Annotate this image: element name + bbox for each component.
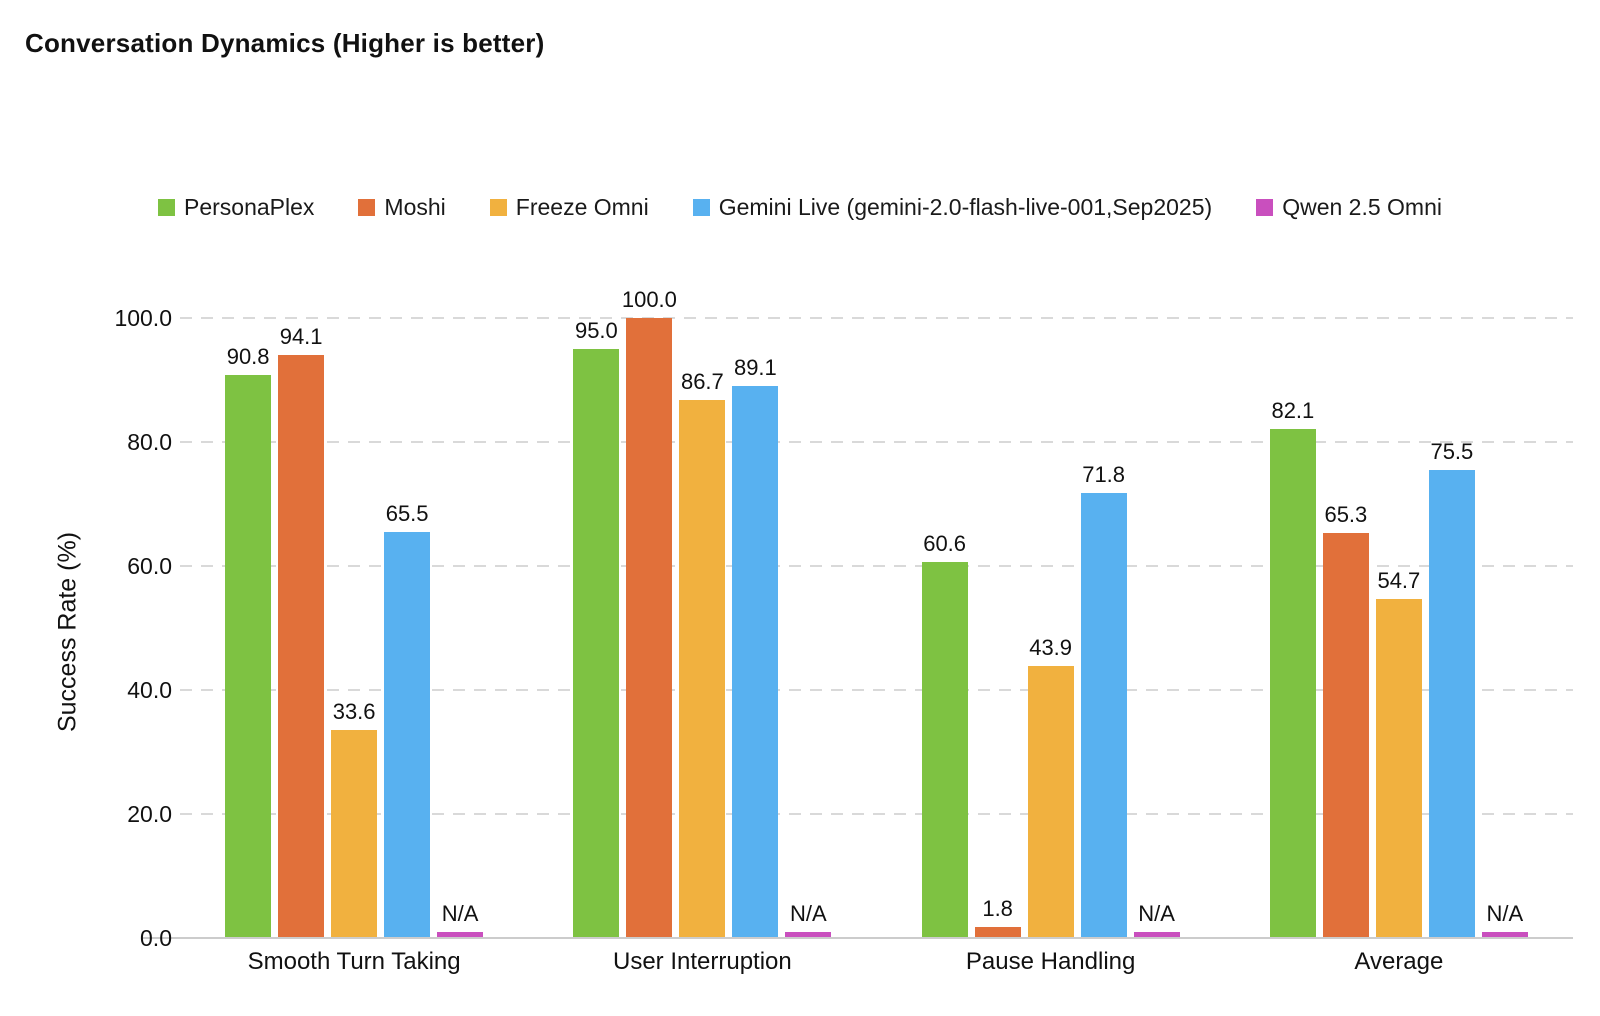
x-category-label-user-interruption: User Interruption bbox=[613, 948, 792, 975]
bar-value-label: 65.5 bbox=[385, 501, 429, 526]
legend-swatch-icon bbox=[489, 199, 507, 216]
plot-area: 90.8 94.1 33.6 65.5 N/A 95.0 100.0 86.7 89.1 N/A 6… bbox=[180, 287, 1573, 938]
bar-value-label: N/A bbox=[1138, 901, 1175, 926]
gridline-100 bbox=[180, 317, 1573, 319]
bar-moshi-average: 65.3 bbox=[1322, 502, 1369, 938]
bar-gemini-live-gemini-2-0-flash-live-001-se-pause-handling: 71.8 bbox=[1080, 462, 1127, 938]
y-tick-label-20: 20.0 bbox=[127, 801, 172, 827]
legend-label: Moshi bbox=[384, 194, 446, 220]
bar-qwen-2-5-omni-pause-handling: N/A bbox=[1133, 901, 1180, 938]
legend-item-qwen-2-5-omni: Qwen 2.5 Omni bbox=[1256, 194, 1442, 221]
bar-moshi-pause-handling: 1.8 bbox=[974, 896, 1021, 938]
bar-value-label: 1.8 bbox=[982, 896, 1013, 921]
legend-label: Freeze Omni bbox=[515, 194, 649, 220]
legend-item-personaplex: PersonaPlex bbox=[158, 194, 314, 221]
legend-item-freeze-omni: Freeze Omni bbox=[489, 194, 649, 221]
bar-value-label: 89.1 bbox=[733, 355, 777, 380]
bar-value-label: 75.5 bbox=[1430, 439, 1474, 464]
chart-title: Conversation Dynamics (Higher is better) bbox=[25, 28, 545, 58]
bar-value-label: 94.1 bbox=[279, 324, 323, 349]
bar-freeze-omni-average: 54.7 bbox=[1375, 568, 1422, 938]
legend-item-gemini-live-gemini-2-0-flash-live-001-se: Gemini Live (gemini-2.0-flash-live-001,S… bbox=[692, 194, 1213, 221]
bar-personaplex-smooth-turn-taking: 90.8 bbox=[225, 344, 272, 938]
legend-swatch-icon bbox=[692, 199, 710, 216]
bar-value-label: 95.0 bbox=[574, 318, 618, 343]
bar-value-label: 90.8 bbox=[226, 344, 270, 369]
bar-value-label: 86.7 bbox=[680, 369, 724, 394]
bar-moshi-smooth-turn-taking: 94.1 bbox=[278, 324, 325, 938]
bar-personaplex-pause-handling: 60.6 bbox=[921, 531, 968, 938]
bar-group-pause-handling: 60.6 1.8 43.9 71.8 N/A bbox=[877, 318, 1225, 938]
gridline-60 bbox=[180, 565, 1573, 567]
bar-qwen-2-5-omni-smooth-turn-taking: N/A bbox=[437, 901, 484, 938]
bar-gemini-live-gemini-2-0-flash-live-001-se-smooth-turn-taking: 65.5 bbox=[384, 501, 431, 938]
bar-group-average: 82.1 65.3 54.7 75.5 N/A bbox=[1225, 318, 1573, 938]
legend-swatch-icon bbox=[158, 199, 175, 216]
bar-value-label: 82.1 bbox=[1271, 398, 1315, 423]
legend-swatch-icon bbox=[1256, 199, 1274, 216]
bar-value-label: N/A bbox=[790, 901, 827, 926]
bar-value-label: 100.0 bbox=[621, 287, 677, 312]
x-category-label-pause-handling: Pause Handling bbox=[965, 948, 1136, 975]
legend-label: Qwen 2.5 Omni bbox=[1282, 194, 1442, 220]
y-tick-label-40: 40.0 bbox=[127, 677, 172, 703]
bar-moshi-user-interruption: 100.0 bbox=[622, 287, 677, 938]
bar-freeze-omni-user-interruption: 86.7 bbox=[679, 369, 726, 938]
gridline-40 bbox=[180, 689, 1573, 691]
bar-group-smooth-turn-taking: 90.8 94.1 33.6 65.5 N/A bbox=[180, 318, 528, 938]
bar-personaplex-user-interruption: 95.0 bbox=[573, 318, 620, 938]
bar-value-label: N/A bbox=[1486, 901, 1524, 926]
bar-value-label: 71.8 bbox=[1082, 462, 1126, 487]
bar-freeze-omni-pause-handling: 43.9 bbox=[1027, 635, 1074, 938]
bar-value-label: N/A bbox=[441, 901, 479, 926]
y-tick-label-100: 100.0 bbox=[114, 305, 172, 331]
x-category-label-average: Average bbox=[1354, 948, 1444, 975]
bar-value-label: 33.6 bbox=[332, 699, 376, 724]
x-axis-labels: Smooth Turn Taking User Interruption Pause… bbox=[180, 948, 1573, 976]
x-category-label-smooth-turn-taking: Smooth Turn Taking bbox=[247, 948, 461, 975]
y-tick-label-60: 60.0 bbox=[127, 553, 172, 579]
legend-swatch-icon bbox=[358, 199, 376, 216]
y-tick-label-0: 0.0 bbox=[140, 925, 172, 951]
bar-gemini-live-gemini-2-0-flash-live-001-se-average: 75.5 bbox=[1428, 439, 1475, 938]
legend-label: Gemini Live (gemini-2.0-flash-live-001,S… bbox=[718, 194, 1213, 220]
bar-value-label: 60.6 bbox=[923, 531, 967, 556]
bar-personaplex-average: 82.1 bbox=[1269, 398, 1316, 938]
x-axis-line bbox=[142, 937, 1573, 939]
bar-qwen-2-5-omni-average: N/A bbox=[1481, 901, 1528, 938]
legend-item-moshi: Moshi bbox=[358, 194, 446, 221]
gridline-80 bbox=[180, 441, 1573, 443]
bar-value-label: 43.9 bbox=[1029, 635, 1073, 660]
gridline-20 bbox=[180, 813, 1573, 815]
bar-value-label: 65.3 bbox=[1324, 502, 1368, 527]
y-tick-label-80: 80.0 bbox=[127, 429, 172, 455]
bar-value-label: 54.7 bbox=[1377, 568, 1421, 593]
bar-group-user-interruption: 95.0 100.0 86.7 89.1 N/A bbox=[528, 287, 876, 938]
bar-gemini-live-gemini-2-0-flash-live-001-se-user-interruption: 89.1 bbox=[732, 355, 779, 938]
bar-groups: 90.8 94.1 33.6 65.5 N/A 95.0 100.0 86.7 89.1 N/A 6… bbox=[180, 287, 1573, 938]
bar-freeze-omni-smooth-turn-taking: 33.6 bbox=[331, 699, 378, 938]
legend: PersonaPlex Moshi Freeze Omni Gemini Live (… bbox=[0, 194, 1600, 221]
legend-label: PersonaPlex bbox=[184, 194, 315, 220]
bar-qwen-2-5-omni-user-interruption: N/A bbox=[785, 901, 832, 938]
